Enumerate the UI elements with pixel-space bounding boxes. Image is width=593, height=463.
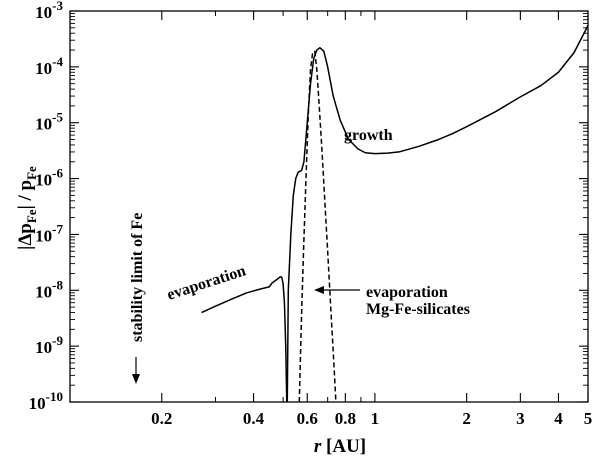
y-axis-label: |ΔpFe| / pFe xyxy=(15,166,39,250)
y-tick-label: 10-10 xyxy=(29,389,63,413)
series-line-3 xyxy=(298,50,337,403)
y-tick-label: 10-4 xyxy=(35,54,63,78)
y-tick-label: 10-6 xyxy=(35,166,63,190)
axis-ticks xyxy=(70,10,589,403)
y-tick-label: 10-5 xyxy=(35,110,63,134)
y-tick-label: 10-3 xyxy=(35,0,63,22)
arrow-stability xyxy=(132,357,140,384)
x-tick-label: 2 xyxy=(462,409,471,428)
x-tick-label: 1 xyxy=(371,409,380,428)
x-tick-label: 0.8 xyxy=(335,409,356,428)
arrow-evaporation xyxy=(314,286,360,294)
x-tick-label: 5 xyxy=(584,409,593,428)
x-tick-label: 0.2 xyxy=(151,409,172,428)
y-tick-label: 10-8 xyxy=(35,277,63,301)
annotation-evaporation-right-1: evaporation xyxy=(366,284,448,301)
annotation-growth: growth xyxy=(344,127,393,144)
x-tick-label: 3 xyxy=(516,409,525,428)
series-lines xyxy=(201,25,589,403)
y-tick-label: 10-7 xyxy=(35,221,63,245)
x-tick-label: 4 xyxy=(554,409,563,428)
series-line-1 xyxy=(201,275,288,403)
x-tick-label: 0.6 xyxy=(297,409,318,428)
x-tick-label: 0.4 xyxy=(243,409,265,428)
y-tick-labels: 10-10 10-9 10-8 10-7 10-6 10-5 10-4 10-3 xyxy=(29,0,64,413)
x-tick-labels: 0.2 0.4 0.6 0.8 1 2 3 4 5 xyxy=(151,409,592,428)
annotation-stability: stability limit of Fe xyxy=(129,213,146,342)
annotation-evaporation-right-2: Mg-Fe-silicates xyxy=(366,301,470,318)
plot-frame xyxy=(69,10,589,403)
series-line-2 xyxy=(286,25,589,403)
x-axis-label: r [AU] xyxy=(314,436,366,457)
y-tick-label: 10-9 xyxy=(35,333,63,357)
